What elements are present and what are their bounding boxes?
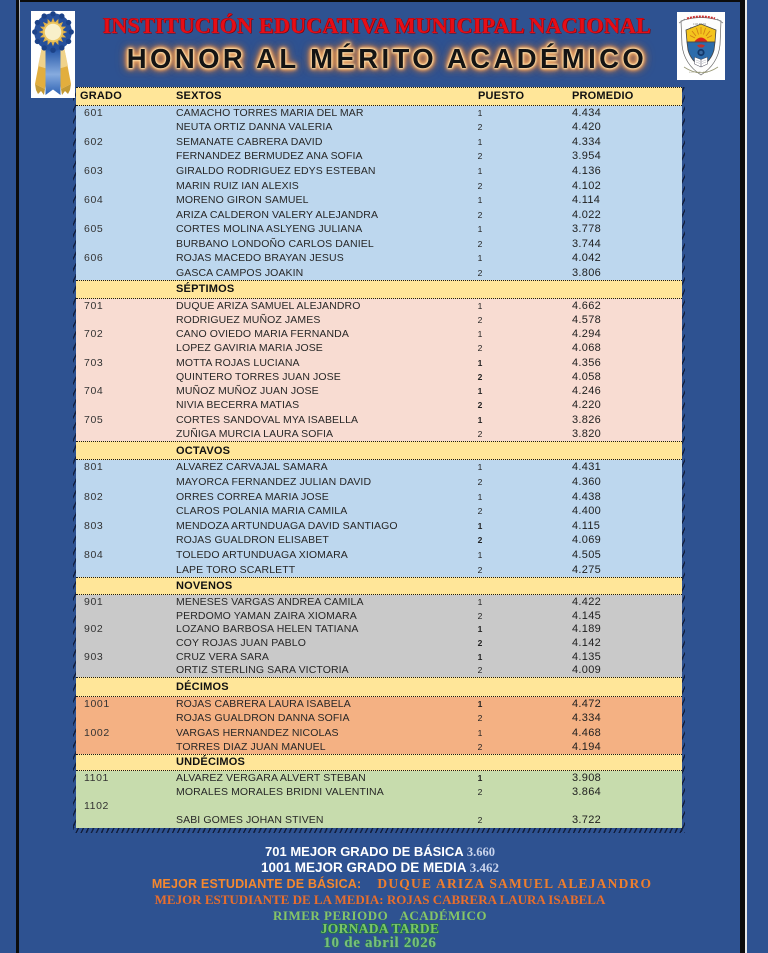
svg-text:SAN . JOSE . FDN: SAN . JOSE . FDN	[689, 71, 708, 74]
